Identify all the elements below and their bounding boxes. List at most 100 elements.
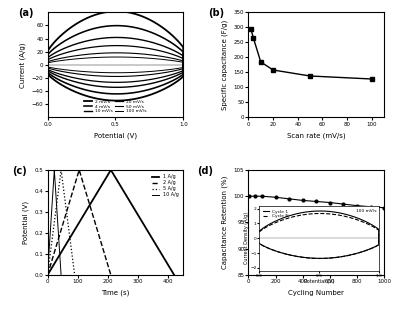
Line: 10 A/g: 10 A/g bbox=[48, 170, 61, 275]
4 mV/s bbox=[163, 37, 168, 41]
50 mV/s bbox=[137, 52, 142, 56]
100 mV/s bbox=[114, 55, 119, 59]
4 mV/s bbox=[114, 24, 119, 28]
Y-axis label: Potential (V): Potential (V) bbox=[23, 201, 29, 244]
1 A/g bbox=[45, 273, 50, 277]
50 mV/s bbox=[45, 66, 50, 70]
X-axis label: Time (s): Time (s) bbox=[101, 290, 129, 296]
10 mV/s bbox=[91, 38, 96, 41]
20 mV/s bbox=[45, 58, 50, 62]
20 mV/s bbox=[168, 73, 173, 77]
50 mV/s bbox=[45, 60, 50, 64]
10 mV/s bbox=[45, 69, 50, 72]
2 A/g bbox=[77, 168, 82, 172]
50 mV/s bbox=[114, 74, 119, 78]
Y-axis label: Current (A/g): Current (A/g) bbox=[20, 42, 26, 88]
Line: 50 mV/s: 50 mV/s bbox=[48, 53, 183, 76]
2 mV/s bbox=[45, 72, 50, 76]
2 A/g bbox=[109, 273, 113, 277]
Legend: 1 A/g, 2 A/g, 5 A/g, 10 A/g: 1 A/g, 2 A/g, 5 A/g, 10 A/g bbox=[150, 172, 181, 199]
20 mV/s bbox=[174, 71, 179, 75]
Line: 10 mV/s: 10 mV/s bbox=[48, 37, 183, 87]
2 A/g bbox=[51, 252, 56, 256]
Line: 1 A/g: 1 A/g bbox=[48, 170, 174, 275]
10 A/g bbox=[46, 252, 51, 256]
2 A/g bbox=[109, 273, 113, 277]
5 A/g bbox=[59, 168, 63, 172]
10 mV/s bbox=[137, 38, 142, 41]
2 mV/s bbox=[91, 14, 96, 17]
10 mV/s bbox=[45, 56, 50, 60]
50 mV/s bbox=[168, 70, 173, 74]
100 mV/s bbox=[174, 67, 179, 70]
Text: (a): (a) bbox=[18, 8, 33, 18]
2 A/g bbox=[59, 229, 63, 232]
X-axis label: Cycling Number: Cycling Number bbox=[288, 290, 344, 296]
Line: 5 A/g: 5 A/g bbox=[48, 170, 75, 275]
2 A/g bbox=[92, 219, 97, 223]
100 mV/s bbox=[81, 57, 86, 60]
100 mV/s bbox=[91, 56, 96, 60]
2 A/g bbox=[82, 187, 87, 190]
2 mV/s bbox=[168, 84, 173, 87]
Text: (c): (c) bbox=[12, 166, 27, 176]
1 A/g bbox=[53, 261, 57, 265]
100 mV/s bbox=[137, 56, 142, 59]
20 mV/s bbox=[45, 67, 50, 71]
2 A/g bbox=[45, 273, 50, 277]
4 mV/s bbox=[45, 70, 50, 74]
10 mV/s bbox=[168, 76, 173, 80]
10 mV/s bbox=[114, 86, 119, 89]
1 A/g bbox=[171, 273, 176, 277]
5 A/g bbox=[47, 261, 51, 265]
50 mV/s bbox=[163, 55, 168, 59]
50 mV/s bbox=[81, 53, 86, 57]
10 mV/s bbox=[174, 74, 179, 78]
Line: 4 mV/s: 4 mV/s bbox=[48, 26, 183, 94]
X-axis label: Scan rate (mV/s): Scan rate (mV/s) bbox=[287, 132, 346, 139]
4 mV/s bbox=[81, 30, 86, 34]
10 A/g bbox=[55, 219, 60, 223]
2 mV/s bbox=[163, 28, 168, 32]
4 mV/s bbox=[45, 53, 50, 57]
10 A/g bbox=[45, 273, 50, 277]
Line: 100 mV/s: 100 mV/s bbox=[48, 57, 183, 73]
10 A/g bbox=[48, 229, 53, 232]
100 mV/s bbox=[45, 65, 50, 69]
2 mV/s bbox=[137, 13, 142, 17]
5 A/g bbox=[48, 252, 53, 256]
2 mV/s bbox=[174, 80, 179, 84]
100 mV/s bbox=[168, 68, 173, 71]
1 A/g bbox=[120, 187, 124, 190]
2 mV/s bbox=[114, 10, 119, 13]
10 A/g bbox=[53, 187, 58, 190]
20 mV/s bbox=[114, 81, 119, 84]
5 A/g bbox=[72, 273, 77, 277]
Legend: 2 mV/s, 4 mV/s, 10 mV/s, 20 mV/s, 50 mV/s, 100 mV/s: 2 mV/s, 4 mV/s, 10 mV/s, 20 mV/s, 50 mV/… bbox=[82, 98, 149, 115]
100 mV/s bbox=[45, 61, 50, 65]
100 mV/s bbox=[163, 58, 168, 61]
Y-axis label: Capacitance Retention (%): Capacitance Retention (%) bbox=[222, 176, 228, 269]
Text: (d): (d) bbox=[197, 166, 213, 176]
Line: 2 mV/s: 2 mV/s bbox=[48, 11, 183, 101]
50 mV/s bbox=[114, 51, 119, 55]
20 mV/s bbox=[163, 50, 168, 54]
4 mV/s bbox=[114, 92, 119, 96]
1 A/g bbox=[58, 252, 63, 256]
10 A/g bbox=[59, 273, 63, 277]
5 A/g bbox=[51, 229, 56, 232]
Line: 20 mV/s: 20 mV/s bbox=[48, 46, 183, 83]
10 mV/s bbox=[114, 36, 119, 39]
X-axis label: Potential (V): Potential (V) bbox=[94, 132, 137, 139]
1 A/g bbox=[72, 229, 77, 232]
Line: 2 A/g: 2 A/g bbox=[48, 170, 111, 275]
4 mV/s bbox=[91, 27, 96, 31]
1 A/g bbox=[139, 219, 144, 223]
20 mV/s bbox=[114, 44, 119, 48]
2 mV/s bbox=[114, 99, 119, 103]
5 A/g bbox=[61, 187, 66, 190]
50 mV/s bbox=[91, 52, 96, 56]
20 mV/s bbox=[81, 47, 86, 50]
10 A/g bbox=[59, 273, 63, 277]
1 A/g bbox=[172, 273, 177, 277]
